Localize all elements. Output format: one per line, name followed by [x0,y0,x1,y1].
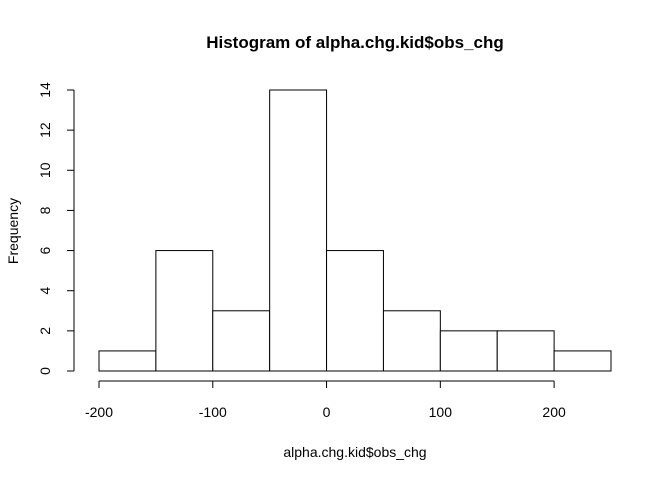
y-axis: 0 2 4 6 8 10 12 14 [37,82,75,375]
histogram-bar-1 [155,250,214,372]
histogram-bar-2 [212,310,271,372]
histogram-bar-6 [439,330,498,372]
histogram-bar-7 [496,330,555,372]
y-tick-label: 8 [37,206,53,214]
x-axis-label: alpha.chg.kid$obs_chg [283,444,426,460]
y-axis-label: Frequency [5,198,21,264]
x-tick-label: -200 [85,404,113,420]
bars-group [98,89,612,372]
histogram-bar-4 [326,250,384,372]
histogram-bar-0 [98,350,157,372]
x-tick-label: 0 [323,404,331,420]
y-tick-label: 0 [37,367,53,375]
histogram-bar-3 [269,89,328,372]
y-tick-label: 4 [37,287,53,295]
y-tick-label: 10 [37,162,53,178]
histogram-bar-8 [553,350,612,372]
x-tick-label: 100 [429,404,453,420]
y-tick-label: 12 [37,122,53,138]
y-tick-label: 14 [37,82,53,98]
x-axis: -200 -100 0 100 200 [85,380,566,420]
y-tick-label: 6 [37,246,53,254]
x-tick-label: 200 [542,404,566,420]
chart-title: Histogram of alpha.chg.kid$obs_chg [206,33,504,52]
x-tick-label: -100 [199,404,227,420]
histogram-bar-5 [382,310,441,372]
y-tick-label: 2 [37,327,53,335]
